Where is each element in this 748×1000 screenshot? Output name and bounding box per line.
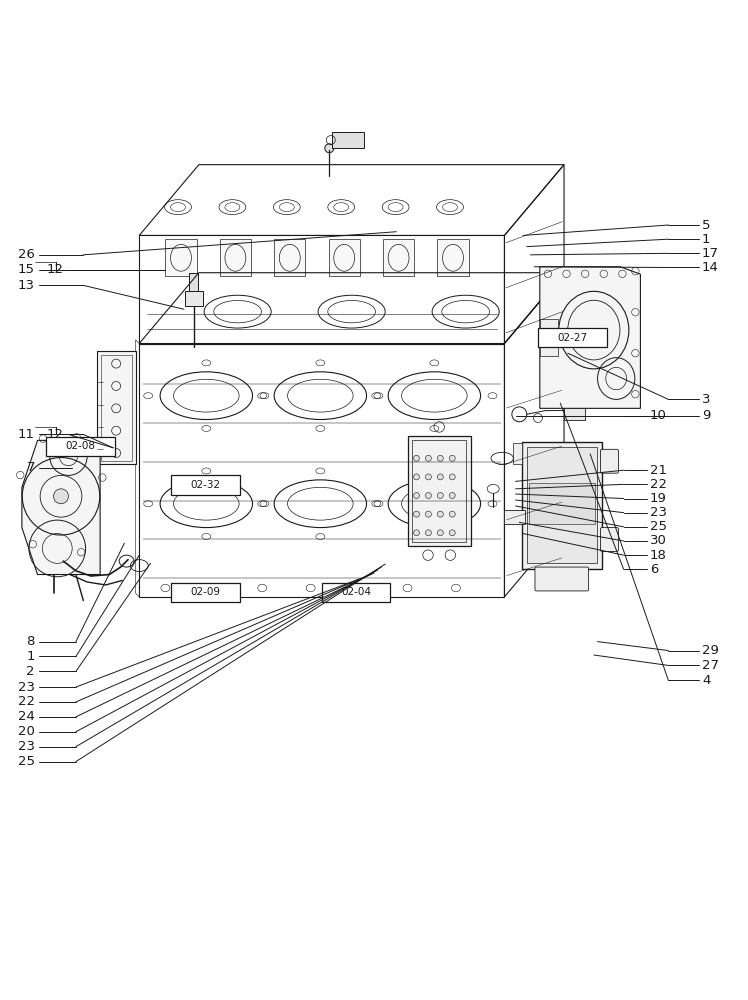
- FancyBboxPatch shape: [601, 528, 619, 551]
- Ellipse shape: [426, 455, 432, 461]
- Polygon shape: [22, 440, 100, 575]
- Text: 02-04: 02-04: [341, 587, 371, 597]
- Text: 21: 21: [650, 464, 666, 477]
- Ellipse shape: [414, 511, 420, 517]
- Text: 2: 2: [26, 665, 35, 678]
- Ellipse shape: [450, 511, 456, 517]
- Ellipse shape: [414, 455, 420, 461]
- Text: 1: 1: [26, 650, 35, 663]
- FancyBboxPatch shape: [504, 510, 525, 524]
- Text: 5: 5: [702, 219, 711, 232]
- Text: 11: 11: [18, 428, 35, 441]
- Text: 30: 30: [650, 534, 666, 547]
- FancyBboxPatch shape: [171, 583, 240, 602]
- Text: 4: 4: [702, 674, 711, 687]
- Ellipse shape: [414, 474, 420, 480]
- Ellipse shape: [414, 493, 420, 499]
- Ellipse shape: [426, 530, 432, 536]
- FancyBboxPatch shape: [274, 239, 305, 276]
- FancyBboxPatch shape: [328, 239, 360, 276]
- Ellipse shape: [438, 530, 444, 536]
- FancyBboxPatch shape: [438, 239, 469, 276]
- Text: 26: 26: [18, 248, 35, 261]
- Text: 19: 19: [650, 492, 666, 505]
- FancyBboxPatch shape: [332, 132, 364, 148]
- Text: 3: 3: [702, 393, 711, 406]
- Text: 23: 23: [18, 681, 35, 694]
- Ellipse shape: [426, 511, 432, 517]
- Text: 1: 1: [702, 233, 711, 246]
- Ellipse shape: [450, 474, 456, 480]
- FancyBboxPatch shape: [540, 319, 559, 356]
- Text: 17: 17: [702, 247, 719, 260]
- FancyBboxPatch shape: [529, 483, 595, 524]
- Text: 10: 10: [650, 409, 666, 422]
- Text: 20: 20: [18, 725, 35, 738]
- FancyBboxPatch shape: [535, 567, 589, 591]
- Ellipse shape: [438, 511, 444, 517]
- FancyBboxPatch shape: [408, 436, 471, 546]
- Text: 22: 22: [650, 478, 666, 491]
- Text: 25: 25: [650, 520, 666, 533]
- FancyBboxPatch shape: [512, 443, 521, 464]
- Text: 22: 22: [18, 695, 35, 708]
- FancyBboxPatch shape: [185, 291, 203, 306]
- FancyBboxPatch shape: [383, 239, 414, 276]
- Text: 23: 23: [18, 740, 35, 753]
- FancyBboxPatch shape: [46, 437, 114, 456]
- Ellipse shape: [54, 489, 69, 504]
- FancyBboxPatch shape: [189, 273, 198, 291]
- Ellipse shape: [512, 407, 527, 422]
- Ellipse shape: [426, 493, 432, 499]
- Ellipse shape: [450, 493, 456, 499]
- Text: 6: 6: [650, 563, 658, 576]
- FancyBboxPatch shape: [171, 475, 240, 495]
- Text: 25: 25: [18, 755, 35, 768]
- Text: 02-08: 02-08: [65, 441, 96, 451]
- Ellipse shape: [414, 530, 420, 536]
- Text: 02-27: 02-27: [557, 333, 587, 343]
- Text: 02-32: 02-32: [191, 480, 221, 490]
- Ellipse shape: [450, 530, 456, 536]
- Text: 27: 27: [702, 659, 719, 672]
- FancyBboxPatch shape: [601, 449, 619, 473]
- Ellipse shape: [450, 455, 456, 461]
- Ellipse shape: [438, 455, 444, 461]
- FancyBboxPatch shape: [165, 239, 197, 276]
- Text: 02-09: 02-09: [191, 587, 221, 597]
- FancyBboxPatch shape: [220, 239, 251, 276]
- Text: 14: 14: [702, 261, 719, 274]
- FancyBboxPatch shape: [96, 351, 135, 464]
- Ellipse shape: [325, 144, 334, 153]
- FancyBboxPatch shape: [521, 442, 602, 569]
- Text: 12: 12: [46, 428, 64, 441]
- Ellipse shape: [438, 474, 444, 480]
- FancyBboxPatch shape: [527, 447, 597, 563]
- Text: 29: 29: [702, 644, 719, 657]
- FancyBboxPatch shape: [564, 408, 585, 420]
- Text: 18: 18: [650, 549, 666, 562]
- Ellipse shape: [438, 493, 444, 499]
- Text: 23: 23: [650, 506, 666, 519]
- Text: 8: 8: [26, 635, 35, 648]
- Text: 7: 7: [26, 461, 35, 474]
- Text: 9: 9: [702, 409, 711, 422]
- Text: 24: 24: [18, 710, 35, 723]
- FancyBboxPatch shape: [538, 328, 607, 347]
- Text: 15: 15: [18, 263, 35, 276]
- Polygon shape: [540, 267, 640, 408]
- Text: 13: 13: [18, 279, 35, 292]
- Ellipse shape: [426, 474, 432, 480]
- Text: 12: 12: [46, 263, 64, 276]
- FancyBboxPatch shape: [322, 583, 390, 602]
